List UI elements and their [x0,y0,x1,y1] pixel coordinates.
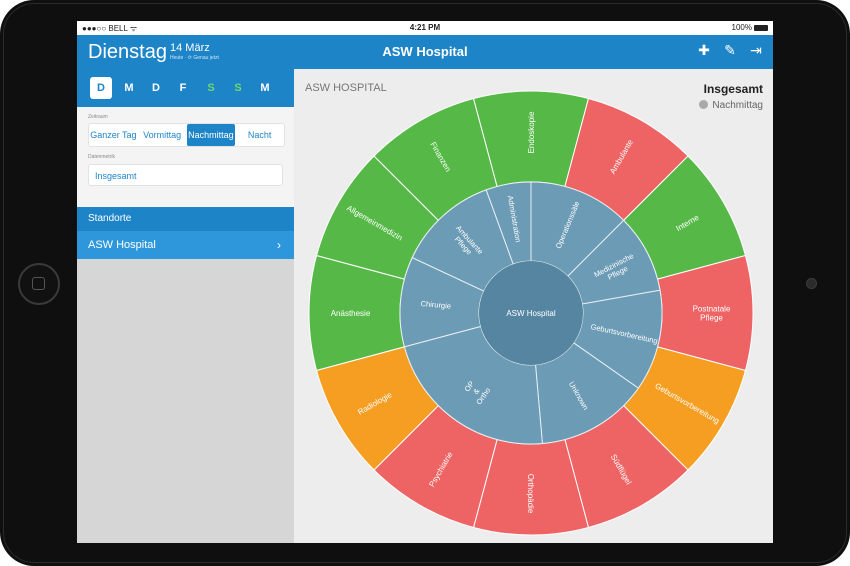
carrier-label: ●●●○○ BELL ᯤ [82,24,138,33]
clock: 4:21 PM [409,23,441,32]
cross-hands-icon[interactable]: ✚ [698,42,710,58]
sunburst-chart: AnästhesieAllgemeinmedizinFinanzenEndosk… [308,90,754,536]
battery-icon [754,25,768,31]
period-dot-icon [699,100,709,109]
period-label: Nachmittag [699,100,763,111]
outer-segment-label: Anästhesie [331,309,371,318]
chart-heading: ASW HOSPITAL [305,82,387,94]
range-option-morning[interactable]: Vormittag [143,130,182,140]
chart-center-label: ASW Hospital [506,309,556,318]
outer-segment-label: Endoskopie [527,111,536,153]
filter-panel: Zeitraum Ganzer Tag Vormittag Nachmittag… [77,107,294,207]
chart-center[interactable] [479,261,583,365]
main-content: ASW HOSPITAL Insgesamt Nachmittag Anästh… [294,69,773,543]
range-label: Zeitraum [88,114,108,120]
date-sub-label: Heute · ⟳ Genau jetzt [170,55,219,61]
logout-icon[interactable]: ⇥ [750,42,762,58]
sidebar: D M D F S S M Zeitraum Ganzer Tag Vormit… [77,69,294,543]
location-label: ASW Hospital [88,239,156,251]
weekday-title: Dienstag [88,41,167,63]
range-selector: Ganzer Tag Vormittag Nachmittag Nacht [88,123,285,147]
inner-segment-label: Chirurgie [420,299,451,311]
date-label: 14 März [170,42,210,54]
battery-label: 100% [731,23,752,32]
weekday-1[interactable]: M [124,82,134,94]
home-button[interactable] [18,263,60,305]
nav-bar: Dienstag 14 März Heute · ⟳ Genau jetzt A… [77,35,773,69]
locations-header: Standorte [77,207,294,231]
metric-label: Datenmetrik [88,154,115,160]
outer-segment-label: Orthopädie [526,474,535,514]
range-option-afternoon[interactable]: Nachmittag [186,124,236,146]
metric-summary: Insgesamt [703,82,763,96]
outer-segment-label: Postnatale Pflege [693,304,731,322]
status-bar: ●●●○○ BELL ᯤ 4:21 PM 100% [77,21,773,35]
screen: ●●●○○ BELL ᯤ 4:21 PM 100% Dienstag 14 Mä… [77,21,773,543]
weekday-2[interactable]: D [152,82,160,94]
battery-indicator: 100% [732,23,768,32]
weekday-3[interactable]: F [179,82,187,94]
weekday-0[interactable]: D [90,77,112,99]
location-item-asw-hospital[interactable]: ASW Hospital › [77,231,294,259]
weekday-6[interactable]: M [260,82,270,94]
range-option-night[interactable]: Nacht [247,130,272,140]
edit-icon[interactable]: ✎ [724,42,736,58]
weekday-bar: D M D F S S M [77,69,294,107]
weekday-5[interactable]: S [234,82,242,94]
chevron-right-icon: › [277,238,281,252]
period-text: Nachmittag [712,100,763,111]
range-option-all-day[interactable]: Ganzer Tag [90,130,137,140]
nav-actions: ✚ ✎ ⇥ [695,41,765,59]
weekday-4[interactable]: S [207,82,215,94]
metric-select[interactable]: Insgesamt [88,164,283,186]
camera [806,278,817,289]
